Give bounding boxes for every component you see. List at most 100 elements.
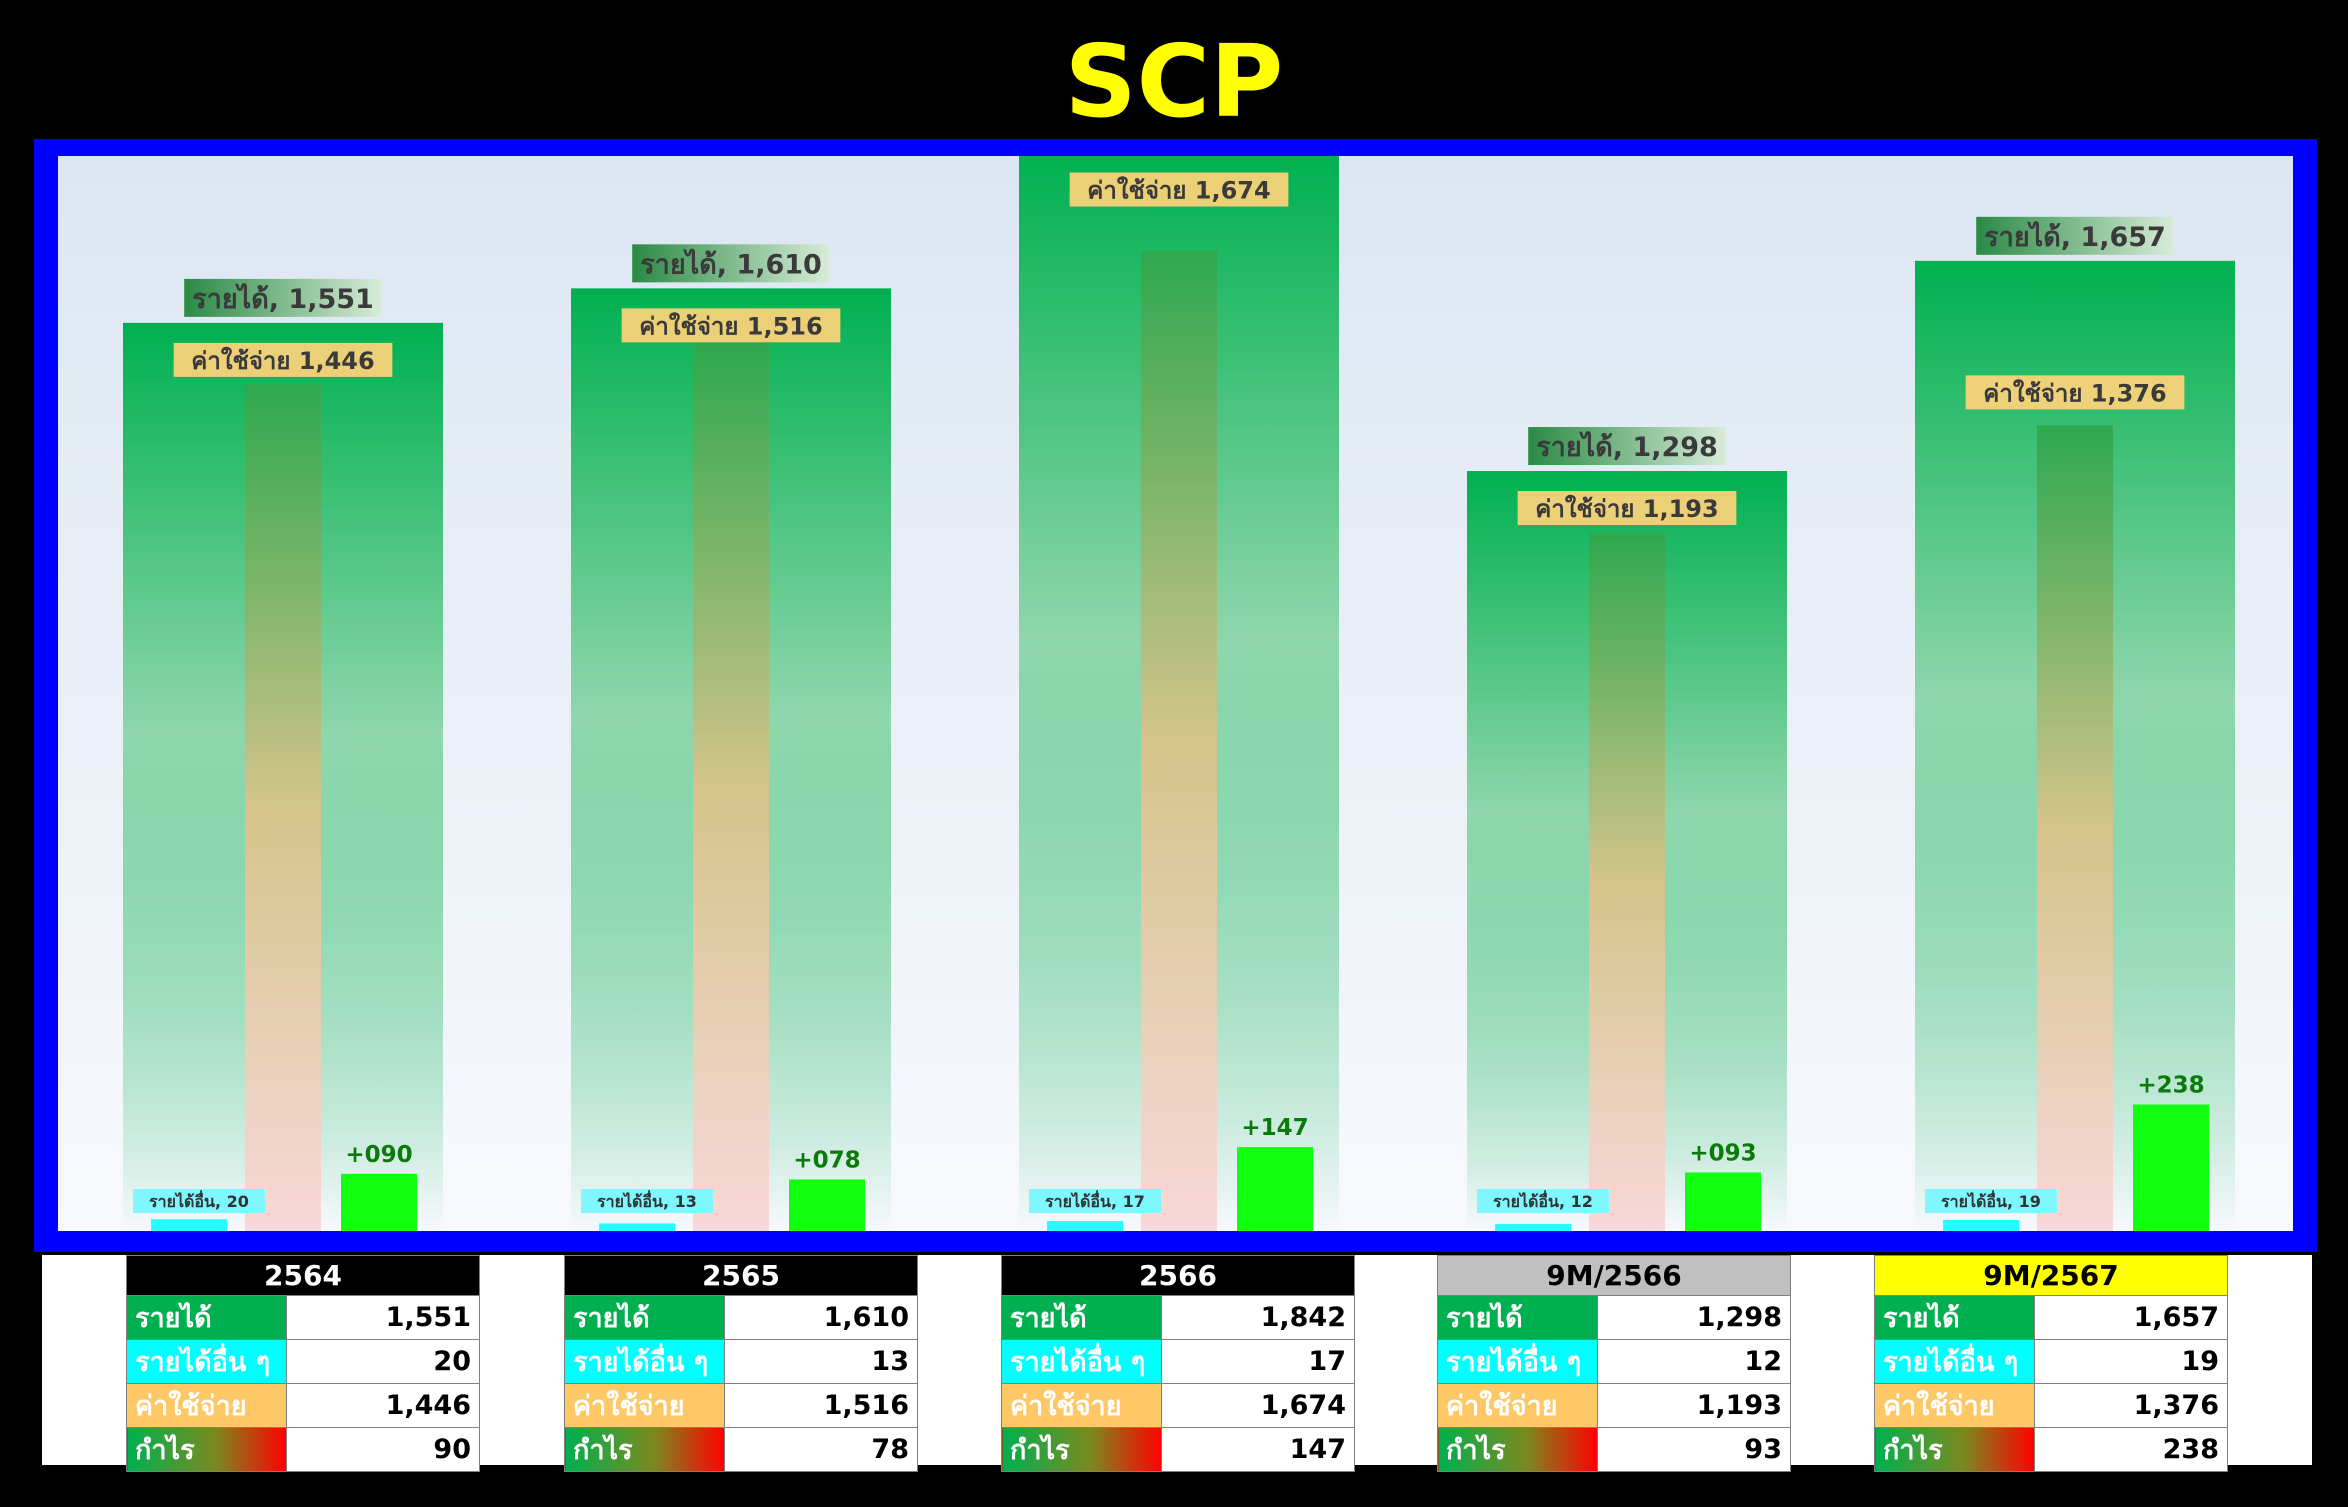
row-value: 1,842 xyxy=(1161,1295,1355,1340)
summary-table: 9M/2566 รายได้ 1,298 รายได้อื่น ๆ 12 ค่าใช้จ่… xyxy=(1437,1255,1791,1472)
table-row: กำไร 147 xyxy=(1001,1427,1355,1472)
profit-bar xyxy=(2133,1104,2209,1231)
summary-table: 2566 รายได้ 1,842 รายได้อื่น ๆ 17 ค่าใช้จ่าย 1… xyxy=(1001,1255,1355,1472)
other-income-label: รายได้อื่น, 12 xyxy=(1493,1190,1593,1211)
row-value: 1,193 xyxy=(1597,1383,1791,1428)
table-row: รายได้ 1,298 xyxy=(1437,1295,1791,1340)
row-label: รายได้อื่น ๆ xyxy=(1437,1339,1598,1384)
row-value: 20 xyxy=(286,1339,480,1384)
table-header: 9M/2566 xyxy=(1437,1255,1791,1296)
row-label: รายได้อื่น ๆ xyxy=(1874,1339,2035,1384)
profit-bar xyxy=(341,1173,417,1231)
revenue-label: รายได้, 1,298 xyxy=(1536,431,1718,463)
row-value: 147 xyxy=(1161,1427,1355,1472)
revenue-label: รายได้, 1,551 xyxy=(192,283,374,315)
table-row: รายได้อื่น ๆ 12 xyxy=(1437,1339,1791,1384)
other-income-label: รายได้อื่น, 19 xyxy=(1941,1190,2041,1211)
expense-label: ค่าใช้จ่าย 1,674 xyxy=(1087,176,1270,205)
other-income-label-bg xyxy=(1029,1189,1161,1213)
table-row: ค่าใช้จ่าย 1,446 xyxy=(126,1383,480,1428)
row-value: 90 xyxy=(286,1427,480,1472)
row-label: รายได้ xyxy=(1437,1295,1598,1340)
row-label: รายได้อื่น ๆ xyxy=(126,1339,287,1384)
row-value: 1,298 xyxy=(1597,1295,1791,1340)
expense-bar xyxy=(1141,250,1217,1231)
summary-table: 2565 รายได้ 1,610 รายได้อื่น ๆ 13 ค่าใช้จ่าย 1… xyxy=(564,1255,918,1472)
row-label: รายได้ xyxy=(564,1295,725,1340)
other-income-label-bg xyxy=(581,1189,713,1213)
expense-bar xyxy=(2037,425,2113,1231)
row-value: 238 xyxy=(2034,1427,2228,1472)
profit-label: +078 xyxy=(793,1147,860,1173)
table-header: 2565 xyxy=(564,1255,918,1296)
chart-frame: รายได้, 1,551 ค่าใช้จ่าย 1,446 รายได้อื่น,… xyxy=(34,139,2317,1252)
revenue-label-bg xyxy=(1528,427,1726,466)
row-label: รายได้อื่น ๆ xyxy=(564,1339,725,1384)
table-row: รายได้อื่น ๆ 13 xyxy=(564,1339,918,1384)
other-income-label-bg xyxy=(1477,1189,1609,1213)
row-label: รายได้ xyxy=(1874,1295,2035,1340)
table-row: รายได้อื่น ๆ 20 xyxy=(126,1339,480,1384)
row-value: 19 xyxy=(2034,1339,2228,1384)
table-row: รายได้ 1,842 xyxy=(1001,1295,1355,1340)
profit-bar xyxy=(789,1179,865,1231)
expense-bar xyxy=(1589,532,1665,1231)
table-row: กำไร 238 xyxy=(1874,1427,2228,1472)
row-value: 93 xyxy=(1597,1427,1791,1472)
row-value: 17 xyxy=(1161,1339,1355,1384)
profit-label: +093 xyxy=(1689,1140,1756,1166)
expense-bar xyxy=(245,384,321,1231)
table-row: ค่าใช้จ่าย 1,376 xyxy=(1874,1383,2228,1428)
row-label: รายได้ xyxy=(126,1295,287,1340)
row-value: 78 xyxy=(724,1427,918,1472)
other-income-label-bg xyxy=(133,1189,265,1213)
other-income-label: รายได้อื่น, 13 xyxy=(597,1190,697,1211)
row-value: 1,610 xyxy=(724,1295,918,1340)
revenue-label-bg xyxy=(184,278,382,317)
row-label: ค่าใช้จ่าย xyxy=(1874,1383,2035,1428)
other-income-bar xyxy=(1047,1221,1123,1231)
expense-label: ค่าใช้จ่าย 1,376 xyxy=(1983,378,2166,407)
row-label: รายได้อื่น ๆ xyxy=(1001,1339,1162,1384)
other-income-label: รายได้อื่น, 17 xyxy=(1045,1190,1145,1211)
profit-bar xyxy=(1237,1147,1313,1231)
expense-label-bg xyxy=(1069,172,1289,207)
row-value: 1,376 xyxy=(2034,1383,2228,1428)
summary-table: 2564 รายได้ 1,551 รายได้อื่น ๆ 20 ค่าใช้จ่าย 1… xyxy=(126,1255,480,1472)
summary-tables: 2564 รายได้ 1,551 รายได้อื่น ๆ 20 ค่าใช้จ่าย 1… xyxy=(42,1255,2312,1472)
expense-label-bg xyxy=(1517,491,1737,526)
table-header: 2564 xyxy=(126,1255,480,1296)
profit-label: +090 xyxy=(345,1142,412,1168)
row-value: 1,674 xyxy=(1161,1383,1355,1428)
expense-label: ค่าใช้จ่าย 1,516 xyxy=(639,311,822,340)
other-income-bar xyxy=(151,1219,227,1231)
expense-label-bg xyxy=(173,342,393,377)
table-row: รายได้ 1,610 xyxy=(564,1295,918,1340)
table-row: กำไร 78 xyxy=(564,1427,918,1472)
row-label: กำไร xyxy=(564,1427,725,1472)
profit-label: +238 xyxy=(2137,1073,2204,1099)
other-income-bar xyxy=(1943,1219,2019,1231)
expense-label-bg xyxy=(621,308,841,343)
other-income-label: รายได้อื่น, 20 xyxy=(149,1190,249,1211)
other-income-bar xyxy=(1495,1223,1571,1231)
row-value: 1,551 xyxy=(286,1295,480,1340)
table-row: ค่าใช้จ่าย 1,516 xyxy=(564,1383,918,1428)
revenue-label: รายได้, 1,610 xyxy=(640,248,822,280)
expense-label: ค่าใช้จ่าย 1,446 xyxy=(191,346,374,375)
row-label: ค่าใช้จ่าย xyxy=(1001,1383,1162,1428)
row-label: กำไร xyxy=(126,1427,287,1472)
expense-bar xyxy=(693,343,769,1231)
other-income-label-bg xyxy=(1925,1189,2057,1213)
row-value: 12 xyxy=(1597,1339,1791,1384)
table-row: ค่าใช้จ่าย 1,193 xyxy=(1437,1383,1791,1428)
row-value: 13 xyxy=(724,1339,918,1384)
row-label: กำไร xyxy=(1001,1427,1162,1472)
row-label: กำไร xyxy=(1437,1427,1598,1472)
table-row: กำไร 90 xyxy=(126,1427,480,1472)
page-title: SCP xyxy=(1064,23,1284,140)
chart-plot: รายได้, 1,551 ค่าใช้จ่าย 1,446 รายได้อื่น,… xyxy=(58,156,2293,1231)
table-row: ค่าใช้จ่าย 1,674 xyxy=(1001,1383,1355,1428)
profit-bar xyxy=(1685,1172,1761,1231)
profit-label: +147 xyxy=(1241,1115,1308,1141)
